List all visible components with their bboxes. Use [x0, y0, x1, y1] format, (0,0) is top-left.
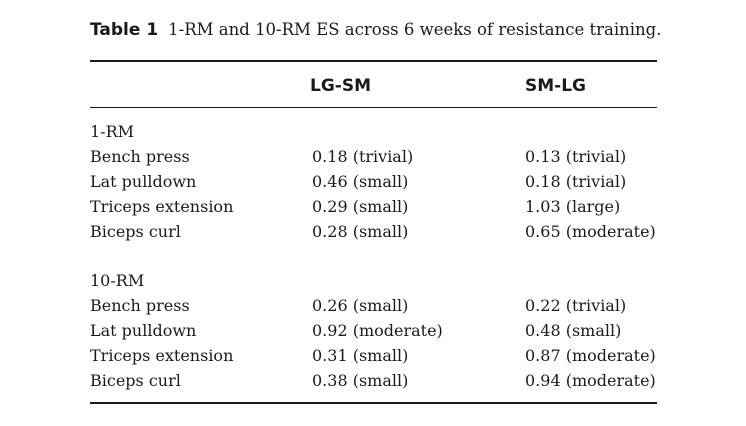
exercise-cell: Bench press — [90, 296, 190, 315]
column-header-sm-lg: SM-LG — [525, 76, 587, 96]
lg-sm-cell: 0.46 (small) — [312, 172, 409, 191]
table-row: Lat pulldown 0.46 (small) 0.18 (trivial) — [90, 169, 657, 194]
section-title: 10-RM — [90, 271, 145, 290]
table-bottom-rule — [90, 402, 657, 404]
section-title: 1-RM — [90, 122, 135, 141]
exercise-cell: Triceps extension — [90, 346, 234, 365]
table-row: Lat pulldown 0.92 (moderate) 0.48 (small… — [90, 318, 657, 343]
lg-sm-cell: 0.26 (small) — [312, 296, 409, 315]
exercise-cell: Biceps curl — [90, 222, 181, 241]
exercise-cell: Bench press — [90, 147, 190, 166]
lg-sm-cell: 0.18 (trivial) — [312, 147, 414, 166]
sm-lg-cell: 0.94 (moderate) — [525, 371, 656, 390]
lg-sm-cell: 0.92 (moderate) — [312, 321, 443, 340]
table-label: Table 1 — [90, 20, 159, 40]
exercise-cell: Triceps extension — [90, 197, 234, 216]
section-title-row: 10-RM — [90, 268, 657, 293]
table-row: Bench press 0.18 (trivial) 0.13 (trivial… — [90, 144, 657, 169]
table-section-1rm: 1-RM Bench press 0.18 (trivial) 0.13 (tr… — [90, 119, 657, 244]
exercise-cell: Biceps curl — [90, 371, 181, 390]
sm-lg-cell: 0.22 (trivial) — [525, 296, 627, 315]
table-caption-text: 1-RM and 10-RM ES across 6 weeks of resi… — [168, 20, 662, 39]
table-row: Triceps extension 0.31 (small) 0.87 (mod… — [90, 343, 657, 368]
table-row: Bench press 0.26 (small) 0.22 (trivial) — [90, 293, 657, 318]
exercise-cell: Lat pulldown — [90, 321, 197, 340]
sm-lg-cell: 0.48 (small) — [525, 321, 622, 340]
exercise-cell: Lat pulldown — [90, 172, 197, 191]
column-header-lg-sm: LG-SM — [310, 76, 372, 96]
table-caption: Table 1 1-RM and 10-RM ES across 6 weeks … — [90, 18, 690, 42]
table-row: Biceps curl 0.28 (small) 0.65 (moderate) — [90, 219, 657, 244]
sm-lg-cell: 0.18 (trivial) — [525, 172, 627, 191]
table-header-rule — [90, 107, 657, 108]
table-section-10rm: 10-RM Bench press 0.26 (small) 0.22 (tri… — [90, 268, 657, 393]
sm-lg-cell: 0.65 (moderate) — [525, 222, 656, 241]
table-top-rule — [90, 60, 657, 62]
sm-lg-cell: 0.13 (trivial) — [525, 147, 627, 166]
lg-sm-cell: 0.31 (small) — [312, 346, 409, 365]
table-row: Biceps curl 0.38 (small) 0.94 (moderate) — [90, 368, 657, 393]
section-title-row: 1-RM — [90, 119, 657, 144]
table-row: Triceps extension 0.29 (small) 1.03 (lar… — [90, 194, 657, 219]
sm-lg-cell: 1.03 (large) — [525, 197, 621, 216]
lg-sm-cell: 0.29 (small) — [312, 197, 409, 216]
lg-sm-cell: 0.38 (small) — [312, 371, 409, 390]
sm-lg-cell: 0.87 (moderate) — [525, 346, 656, 365]
lg-sm-cell: 0.28 (small) — [312, 222, 409, 241]
